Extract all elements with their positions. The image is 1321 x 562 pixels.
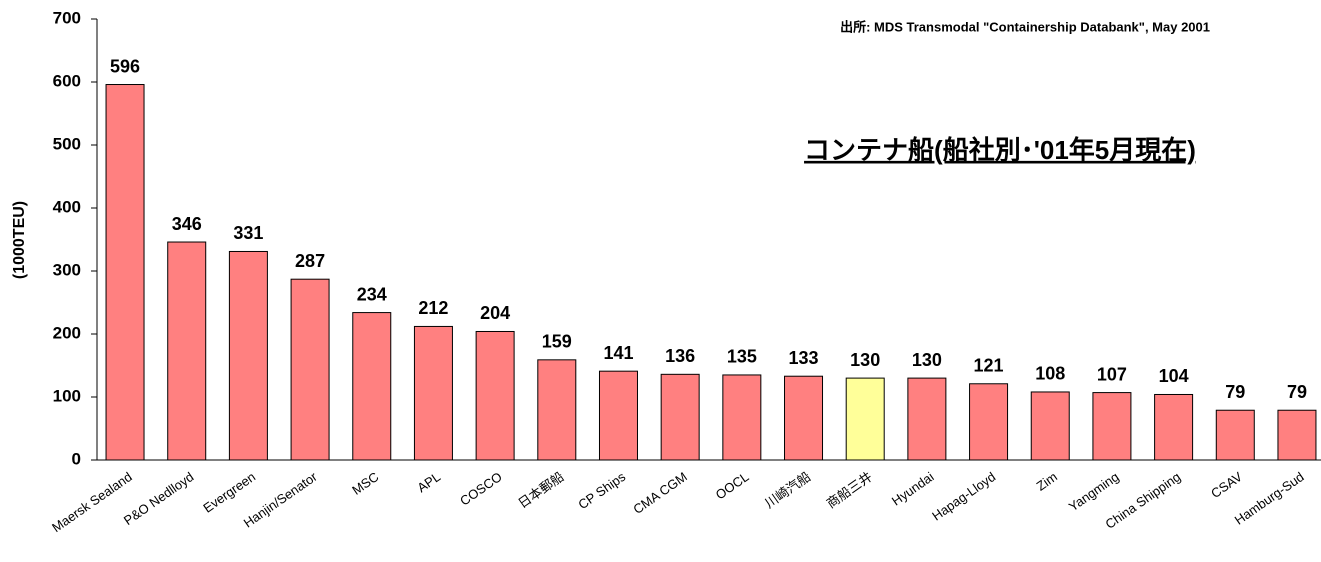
value-label: 133 xyxy=(788,348,818,368)
value-label: 141 xyxy=(603,343,633,363)
bar xyxy=(105,84,145,461)
bar xyxy=(969,383,1009,461)
bar xyxy=(290,278,330,461)
bar xyxy=(907,377,947,461)
bar xyxy=(722,374,762,461)
bar xyxy=(1277,409,1317,461)
x-tick-label: CP Ships xyxy=(575,469,628,513)
value-label: 159 xyxy=(542,332,572,352)
bar xyxy=(475,330,515,461)
x-tick-label: Maersk Sealand xyxy=(49,469,135,535)
y-tick-label: 600 xyxy=(53,71,81,90)
value-label: 136 xyxy=(665,346,695,366)
bar xyxy=(845,377,885,461)
bar xyxy=(1154,393,1194,461)
value-label: 104 xyxy=(1159,366,1189,386)
bar xyxy=(1092,392,1132,461)
bar xyxy=(1215,409,1255,461)
x-tick-label: APL xyxy=(414,469,443,495)
y-tick-label: 200 xyxy=(53,323,81,342)
bar xyxy=(413,325,453,461)
value-label: 212 xyxy=(418,298,448,318)
x-tick-label: 川崎汽船 xyxy=(762,469,813,511)
value-label: 135 xyxy=(727,347,757,367)
x-tick-label: 商船三井 xyxy=(824,469,875,511)
value-label: 130 xyxy=(850,350,880,370)
value-label: 287 xyxy=(295,251,325,271)
value-label: 107 xyxy=(1097,364,1127,384)
source-note: 出所: MDS Transmodal "Containership Databa… xyxy=(840,19,1210,34)
x-tick-label: Hyundai xyxy=(889,469,937,509)
bar xyxy=(598,370,638,461)
value-label: 79 xyxy=(1287,382,1307,402)
value-label: 121 xyxy=(974,356,1004,376)
value-label: 346 xyxy=(172,214,202,234)
value-label: 596 xyxy=(110,56,140,76)
x-tick-label: COSCO xyxy=(457,469,505,509)
x-tick-label: CMA CGM xyxy=(630,469,689,517)
bar xyxy=(352,312,392,461)
x-tick-label: CSAV xyxy=(1208,469,1245,501)
value-label: 331 xyxy=(233,223,263,243)
value-label: 204 xyxy=(480,303,510,323)
value-label: 234 xyxy=(357,284,387,304)
value-label: 130 xyxy=(912,350,942,370)
y-tick-label: 100 xyxy=(53,386,81,405)
x-tick-label: OOCL xyxy=(713,469,752,502)
y-tick-label: 300 xyxy=(53,260,81,279)
bar xyxy=(660,373,700,461)
y-tick-label: 400 xyxy=(53,197,81,216)
chart-title: コンテナ船(船社別･'01年5月現在) xyxy=(804,135,1196,165)
x-tick-label: MSC xyxy=(349,469,381,498)
x-tick-label: Hapag-Lloyd xyxy=(929,469,998,524)
x-tick-label: Evergreen xyxy=(200,469,258,516)
x-tick-label: 日本郵船 xyxy=(515,469,566,511)
bar xyxy=(784,375,824,461)
y-tick-label: 500 xyxy=(53,134,81,153)
y-tick-label: 0 xyxy=(72,449,81,468)
bar xyxy=(1030,391,1070,461)
x-tick-label: Hamburg-Sud xyxy=(1232,469,1307,528)
bar xyxy=(537,359,577,461)
y-axis-label: (1000TEU) xyxy=(11,201,28,279)
y-tick-label: 700 xyxy=(53,8,81,27)
bar xyxy=(167,241,207,461)
x-tick-label: Yangming xyxy=(1066,469,1122,514)
x-tick-label: Zim xyxy=(1034,469,1060,494)
value-label: 79 xyxy=(1225,382,1245,402)
value-label: 108 xyxy=(1035,364,1065,384)
bar xyxy=(228,250,268,461)
